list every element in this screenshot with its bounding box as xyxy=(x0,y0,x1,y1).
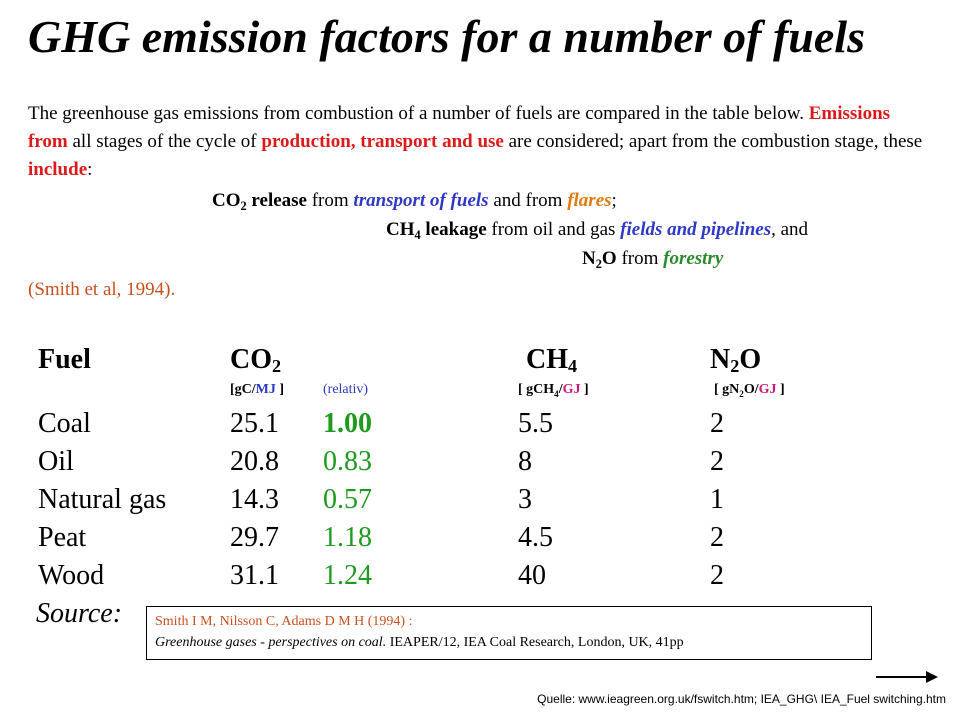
cell-fuel: Wood xyxy=(38,560,105,591)
page-title: GHG emission factors for a number of fue… xyxy=(28,11,865,62)
cell-n2o: 2 xyxy=(710,446,724,477)
cell-co2: 29.7 xyxy=(230,522,279,553)
co2-release-line: CO2 release from transport of fuels and … xyxy=(212,190,617,212)
unit-ch4: [ gCH4/GJ ] xyxy=(518,382,589,399)
header-fuel: Fuel xyxy=(38,344,91,375)
cell-relativ: 1.24 xyxy=(323,560,372,591)
cell-ch4: 3 xyxy=(518,484,532,515)
cell-ch4: 5.5 xyxy=(518,408,553,439)
cell-ch4: 40 xyxy=(518,560,546,591)
cell-ch4: 8 xyxy=(518,446,532,477)
from-text: from xyxy=(616,248,664,269)
ch4-leakage-line: CH4 leakage from oil and gas fields and … xyxy=(386,219,808,241)
cell-fuel: Oil xyxy=(38,446,74,477)
cell-n2o: 1 xyxy=(710,484,724,515)
source-line-1: Smith I M, Nilsson C, Adams D M H (1994)… xyxy=(155,614,413,629)
cell-n2o: 2 xyxy=(710,522,724,553)
cell-n2o: 2 xyxy=(710,560,724,591)
semicolon: ; xyxy=(611,190,617,211)
cell-co2: 14.3 xyxy=(230,484,279,515)
co2-from-text: from xyxy=(306,190,354,211)
cell-n2o: 2 xyxy=(710,408,724,439)
intro-text-3: are considered; apart from the combustio… xyxy=(503,131,923,152)
arrow-right-icon[interactable] xyxy=(876,670,938,684)
flares: flares xyxy=(567,190,612,211)
cell-co2: 31.1 xyxy=(230,560,279,591)
cell-fuel: Peat xyxy=(38,522,87,553)
unit-n2o: [ gN2O/GJ ] xyxy=(714,382,785,399)
cell-relativ: 1.00 xyxy=(323,408,372,439)
ch4-label: CH4 leakage xyxy=(386,219,487,242)
header-n2o: N2O xyxy=(710,344,762,376)
cell-co2: 25.1 xyxy=(230,408,279,439)
from-oil-gas-text: from oil and gas xyxy=(486,219,621,240)
cell-relativ: 0.57 xyxy=(323,484,372,515)
source-box: Smith I M, Nilsson C, Adams D M H (1994)… xyxy=(146,606,872,660)
cell-fuel: Coal xyxy=(38,408,91,439)
and-text: , and xyxy=(771,219,809,240)
co2-label: CO2 release xyxy=(212,190,307,213)
unit-relativ: (relativ) xyxy=(323,382,369,397)
citation: (Smith et al, 1994). xyxy=(28,279,176,300)
intro-text-4: : xyxy=(87,159,93,180)
cell-relativ: 1.18 xyxy=(323,522,372,553)
transport-of-fuels: transport of fuels xyxy=(353,190,489,211)
n2o-forestry-line: N2O from forestry xyxy=(582,248,723,270)
and-from-text: and from xyxy=(488,190,568,211)
intro-text-1: The greenhouse gas emissions from combus… xyxy=(28,103,809,124)
cell-co2: 20.8 xyxy=(230,446,279,477)
intro-text-2: all stages of the cycle of xyxy=(67,131,262,152)
source-line-2: Greenhouse gases - perspectives on coal.… xyxy=(155,635,684,650)
header-co2: CO2 xyxy=(230,344,282,376)
cell-fuel: Natural gas xyxy=(38,484,167,515)
intro-include: include xyxy=(28,159,88,180)
cell-ch4: 4.5 xyxy=(518,522,553,553)
cell-relativ: 0.83 xyxy=(323,446,372,477)
header-ch4: CH4 xyxy=(526,344,578,376)
footer-source-link[interactable]: Quelle: www.ieagreen.org.uk/fswitch.htm;… xyxy=(537,692,946,706)
intro-emissions-from: Emissions from xyxy=(28,103,891,152)
intro-production-transport-use: production, transport and use xyxy=(261,131,504,152)
unit-co2: [gC/MJ ] xyxy=(230,382,285,397)
intro-paragraph: The greenhouse gas emissions from combus… xyxy=(28,100,928,184)
n2o-label: N2O xyxy=(582,248,617,271)
fields-and-pipelines: fields and pipelines xyxy=(620,219,772,240)
forestry: forestry xyxy=(663,248,724,269)
source-label: Source: xyxy=(36,598,123,629)
